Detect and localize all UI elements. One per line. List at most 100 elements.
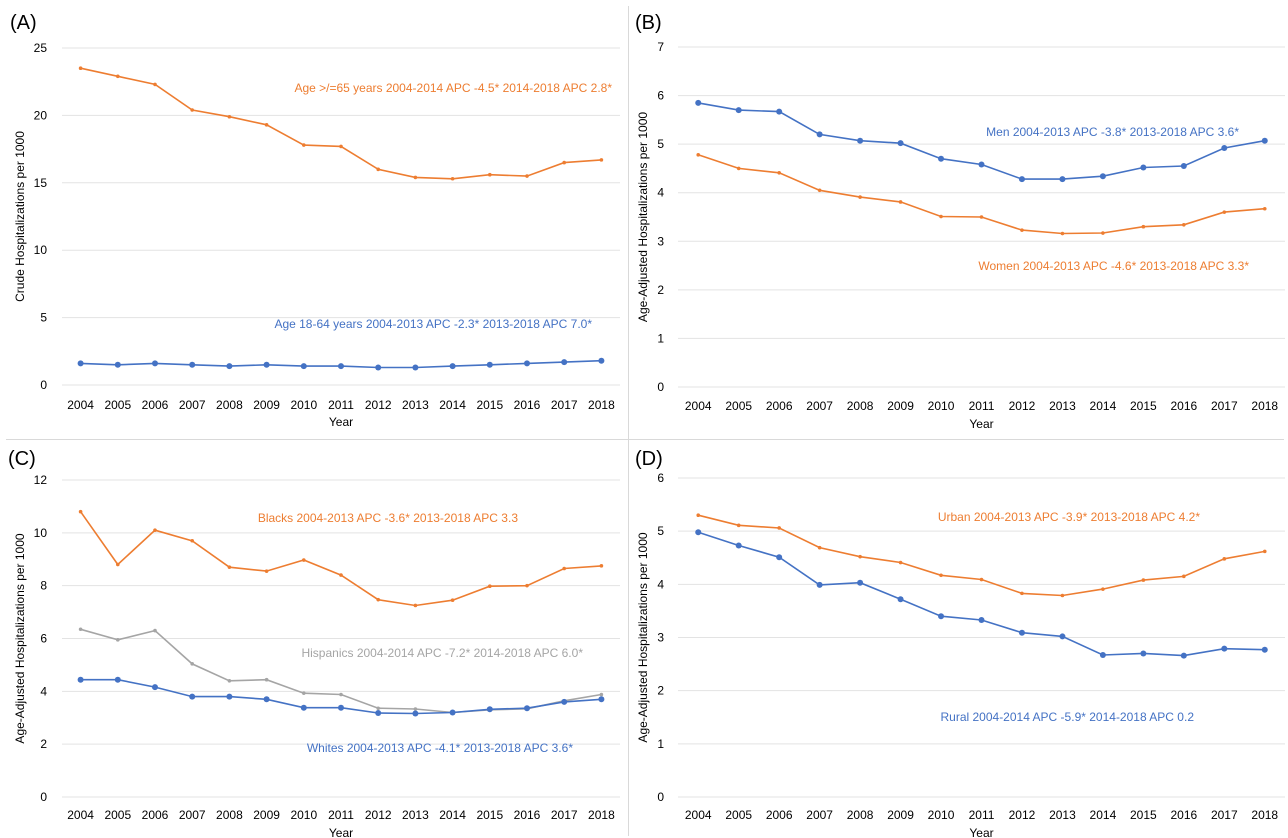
chart-c-svg: 0 2 4 6 8 10 12 2004 2005 2006 2007 2008 2009 2010 201…: [13, 473, 620, 838]
data-point: [152, 360, 158, 367]
x-tick-label: 2015: [1130, 808, 1157, 822]
data-point: [263, 696, 270, 703]
data-point: [264, 569, 269, 573]
data-point: [116, 562, 120, 567]
data-point: [486, 706, 493, 713]
y-tick-label: 1: [657, 737, 664, 751]
data-point: [777, 526, 781, 530]
data-point: [1099, 173, 1106, 180]
data-point: [776, 108, 783, 115]
series-annotation: Age 18-64 years 2004-2013 APC -2.3* 2013…: [274, 317, 592, 331]
data-point: [78, 509, 83, 514]
x-axis-title: Year: [969, 417, 993, 431]
data-point: [598, 357, 605, 364]
data-point: [339, 692, 343, 697]
data-point: [939, 573, 943, 578]
data-point: [857, 137, 864, 144]
x-tick-label: 2005: [725, 399, 752, 413]
x-tick-label: 2018: [1251, 808, 1278, 822]
x-tick-label: 2011: [969, 399, 995, 413]
data-point: [302, 558, 306, 562]
x-tick-label: 2015: [476, 398, 503, 412]
data-point: [190, 662, 194, 666]
data-point: [153, 528, 157, 532]
data-point: [338, 704, 344, 711]
y-tick-label: 2: [40, 737, 47, 751]
vertical-divider: [628, 6, 629, 836]
data-point: [816, 581, 823, 588]
data-point: [300, 363, 307, 370]
x-tick-label: 2017: [551, 808, 578, 822]
data-point: [524, 705, 530, 712]
y-tick-label: 3: [657, 234, 664, 248]
data-point: [264, 677, 269, 682]
y-tick-label: 7: [657, 40, 664, 54]
data-point: [449, 709, 456, 716]
x-tick-label: 2013: [1049, 808, 1076, 822]
chart-b-svg: 0 1 2 3 4 5 6 7 2004 2005 2006 2007 2008 2009 2010 2011…: [636, 40, 1285, 431]
x-tick-label: 2017: [1211, 808, 1238, 822]
data-point: [1262, 549, 1267, 554]
data-point: [227, 678, 232, 683]
x-tick-label: 2008: [216, 398, 243, 412]
x-tick-label: 2010: [928, 399, 955, 413]
data-point: [78, 66, 83, 71]
x-tick-label: 2011: [328, 808, 354, 822]
data-point: [226, 693, 233, 700]
data-point: [1221, 145, 1228, 152]
x-tick-label: 2007: [179, 808, 206, 822]
data-point: [599, 692, 604, 697]
x-tick-label: 2018: [588, 398, 615, 412]
series-annotation: Age >/=65 years 2004-2014 APC -4.5* 2014…: [294, 81, 612, 95]
data-point: [190, 538, 194, 543]
data-point: [1261, 646, 1268, 653]
panel-c-label: (C): [8, 448, 36, 470]
panel-c: (C) 0 2 4 6 8 10 12 2004 2005 2006 2007 2008 2009 201…: [0, 440, 628, 838]
horizontal-divider: [6, 439, 1284, 440]
data-point: [116, 74, 120, 79]
data-point: [1262, 206, 1267, 211]
data-point: [1060, 231, 1065, 236]
y-tick-label: 10: [34, 526, 48, 540]
y-tick-label: 6: [40, 632, 47, 646]
data-point: [561, 698, 568, 705]
data-point: [189, 693, 196, 700]
x-tick-label: 2015: [1130, 399, 1157, 413]
data-point: [152, 684, 158, 691]
data-point: [153, 82, 157, 87]
data-point: [413, 603, 418, 608]
data-point: [776, 554, 783, 561]
panel-d: (D) 0 1 2 3 4 5 6 2004 2005 2006 2007 2008 2009 2010 2…: [629, 440, 1288, 838]
x-tick-label: 2015: [476, 808, 503, 822]
y-tick-label: 0: [657, 790, 664, 804]
x-tick-label: 2012: [1009, 808, 1036, 822]
y-tick-label: 2: [657, 283, 664, 297]
y-tick-label: 0: [40, 378, 47, 392]
data-point: [226, 363, 233, 370]
data-point: [696, 153, 701, 157]
y-tick-label: 4: [657, 577, 664, 591]
data-point: [300, 704, 307, 711]
y-axis-title: Crude Hospitalizations per 1000: [13, 131, 27, 302]
x-tick-label: 2009: [887, 808, 914, 822]
data-point: [227, 565, 232, 569]
data-point: [562, 566, 566, 571]
data-point: [77, 676, 84, 683]
x-tick-label: 2009: [253, 398, 280, 412]
data-point: [1180, 652, 1187, 659]
x-axis-title: Year: [969, 826, 993, 838]
x-tick-label: 2017: [551, 398, 578, 412]
x-tick-label: 2014: [1090, 399, 1117, 413]
data-point: [375, 364, 382, 371]
data-point: [375, 709, 382, 716]
x-tick-label: 2014: [1090, 808, 1117, 822]
x-tick-label: 2008: [847, 808, 874, 822]
series-line-blue: [698, 102, 1265, 180]
x-tick-label: 2004: [67, 398, 94, 412]
y-tick-label: 1: [657, 331, 664, 345]
data-point: [153, 628, 157, 633]
data-point: [524, 360, 530, 367]
x-tick-label: 2013: [1049, 399, 1076, 413]
chart-a-svg: 0 5 10 15 20 25 2004 2005 2006 2007 2008 2009 2010 20…: [13, 41, 620, 429]
data-point: [1060, 593, 1065, 598]
